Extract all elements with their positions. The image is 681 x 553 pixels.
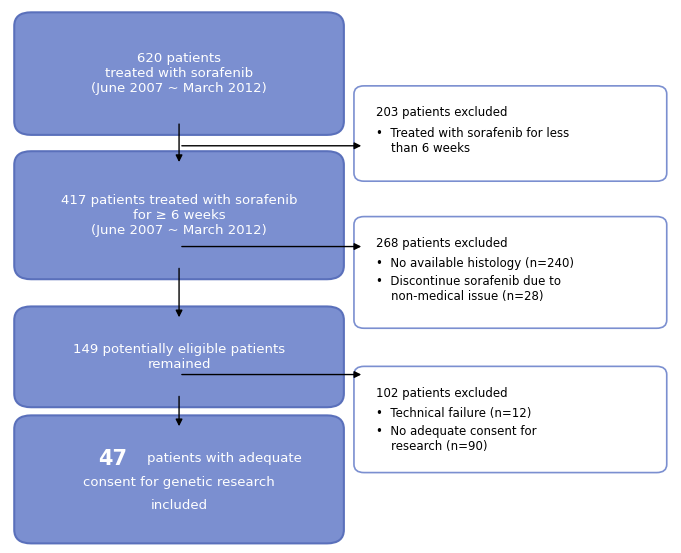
Text: •  Technical failure (n=12): • Technical failure (n=12) [376, 407, 532, 420]
Text: 102 patients excluded: 102 patients excluded [376, 387, 508, 399]
FancyBboxPatch shape [14, 306, 344, 407]
FancyBboxPatch shape [354, 86, 667, 181]
Text: 268 patients excluded: 268 patients excluded [376, 237, 508, 250]
Text: •  Treated with sorafenib for less
    than 6 weeks: • Treated with sorafenib for less than 6… [376, 127, 569, 155]
FancyBboxPatch shape [14, 415, 344, 544]
Text: •  No adequate consent for
    research (n=90): • No adequate consent for research (n=90… [376, 425, 537, 453]
Text: 47: 47 [98, 448, 127, 469]
Text: 203 patients excluded: 203 patients excluded [376, 106, 507, 119]
Text: consent for genetic research: consent for genetic research [83, 476, 275, 489]
Text: included: included [151, 499, 208, 512]
FancyBboxPatch shape [354, 367, 667, 473]
FancyBboxPatch shape [14, 151, 344, 279]
FancyBboxPatch shape [14, 12, 344, 135]
FancyBboxPatch shape [354, 217, 667, 328]
Text: 620 patients
treated with sorafenib
(June 2007 ~ March 2012): 620 patients treated with sorafenib (Jun… [91, 52, 267, 95]
Text: patients with adequate: patients with adequate [147, 452, 302, 465]
Text: •  Discontinue sorafenib due to
    non-medical issue (n=28): • Discontinue sorafenib due to non-medic… [376, 275, 561, 303]
Text: •  No available histology (n=240): • No available histology (n=240) [376, 258, 574, 270]
Text: 149 potentially eligible patients
remained: 149 potentially eligible patients remain… [73, 343, 285, 371]
Text: 417 patients treated with sorafenib
for ≥ 6 weeks
(June 2007 ~ March 2012): 417 patients treated with sorafenib for … [61, 194, 298, 237]
